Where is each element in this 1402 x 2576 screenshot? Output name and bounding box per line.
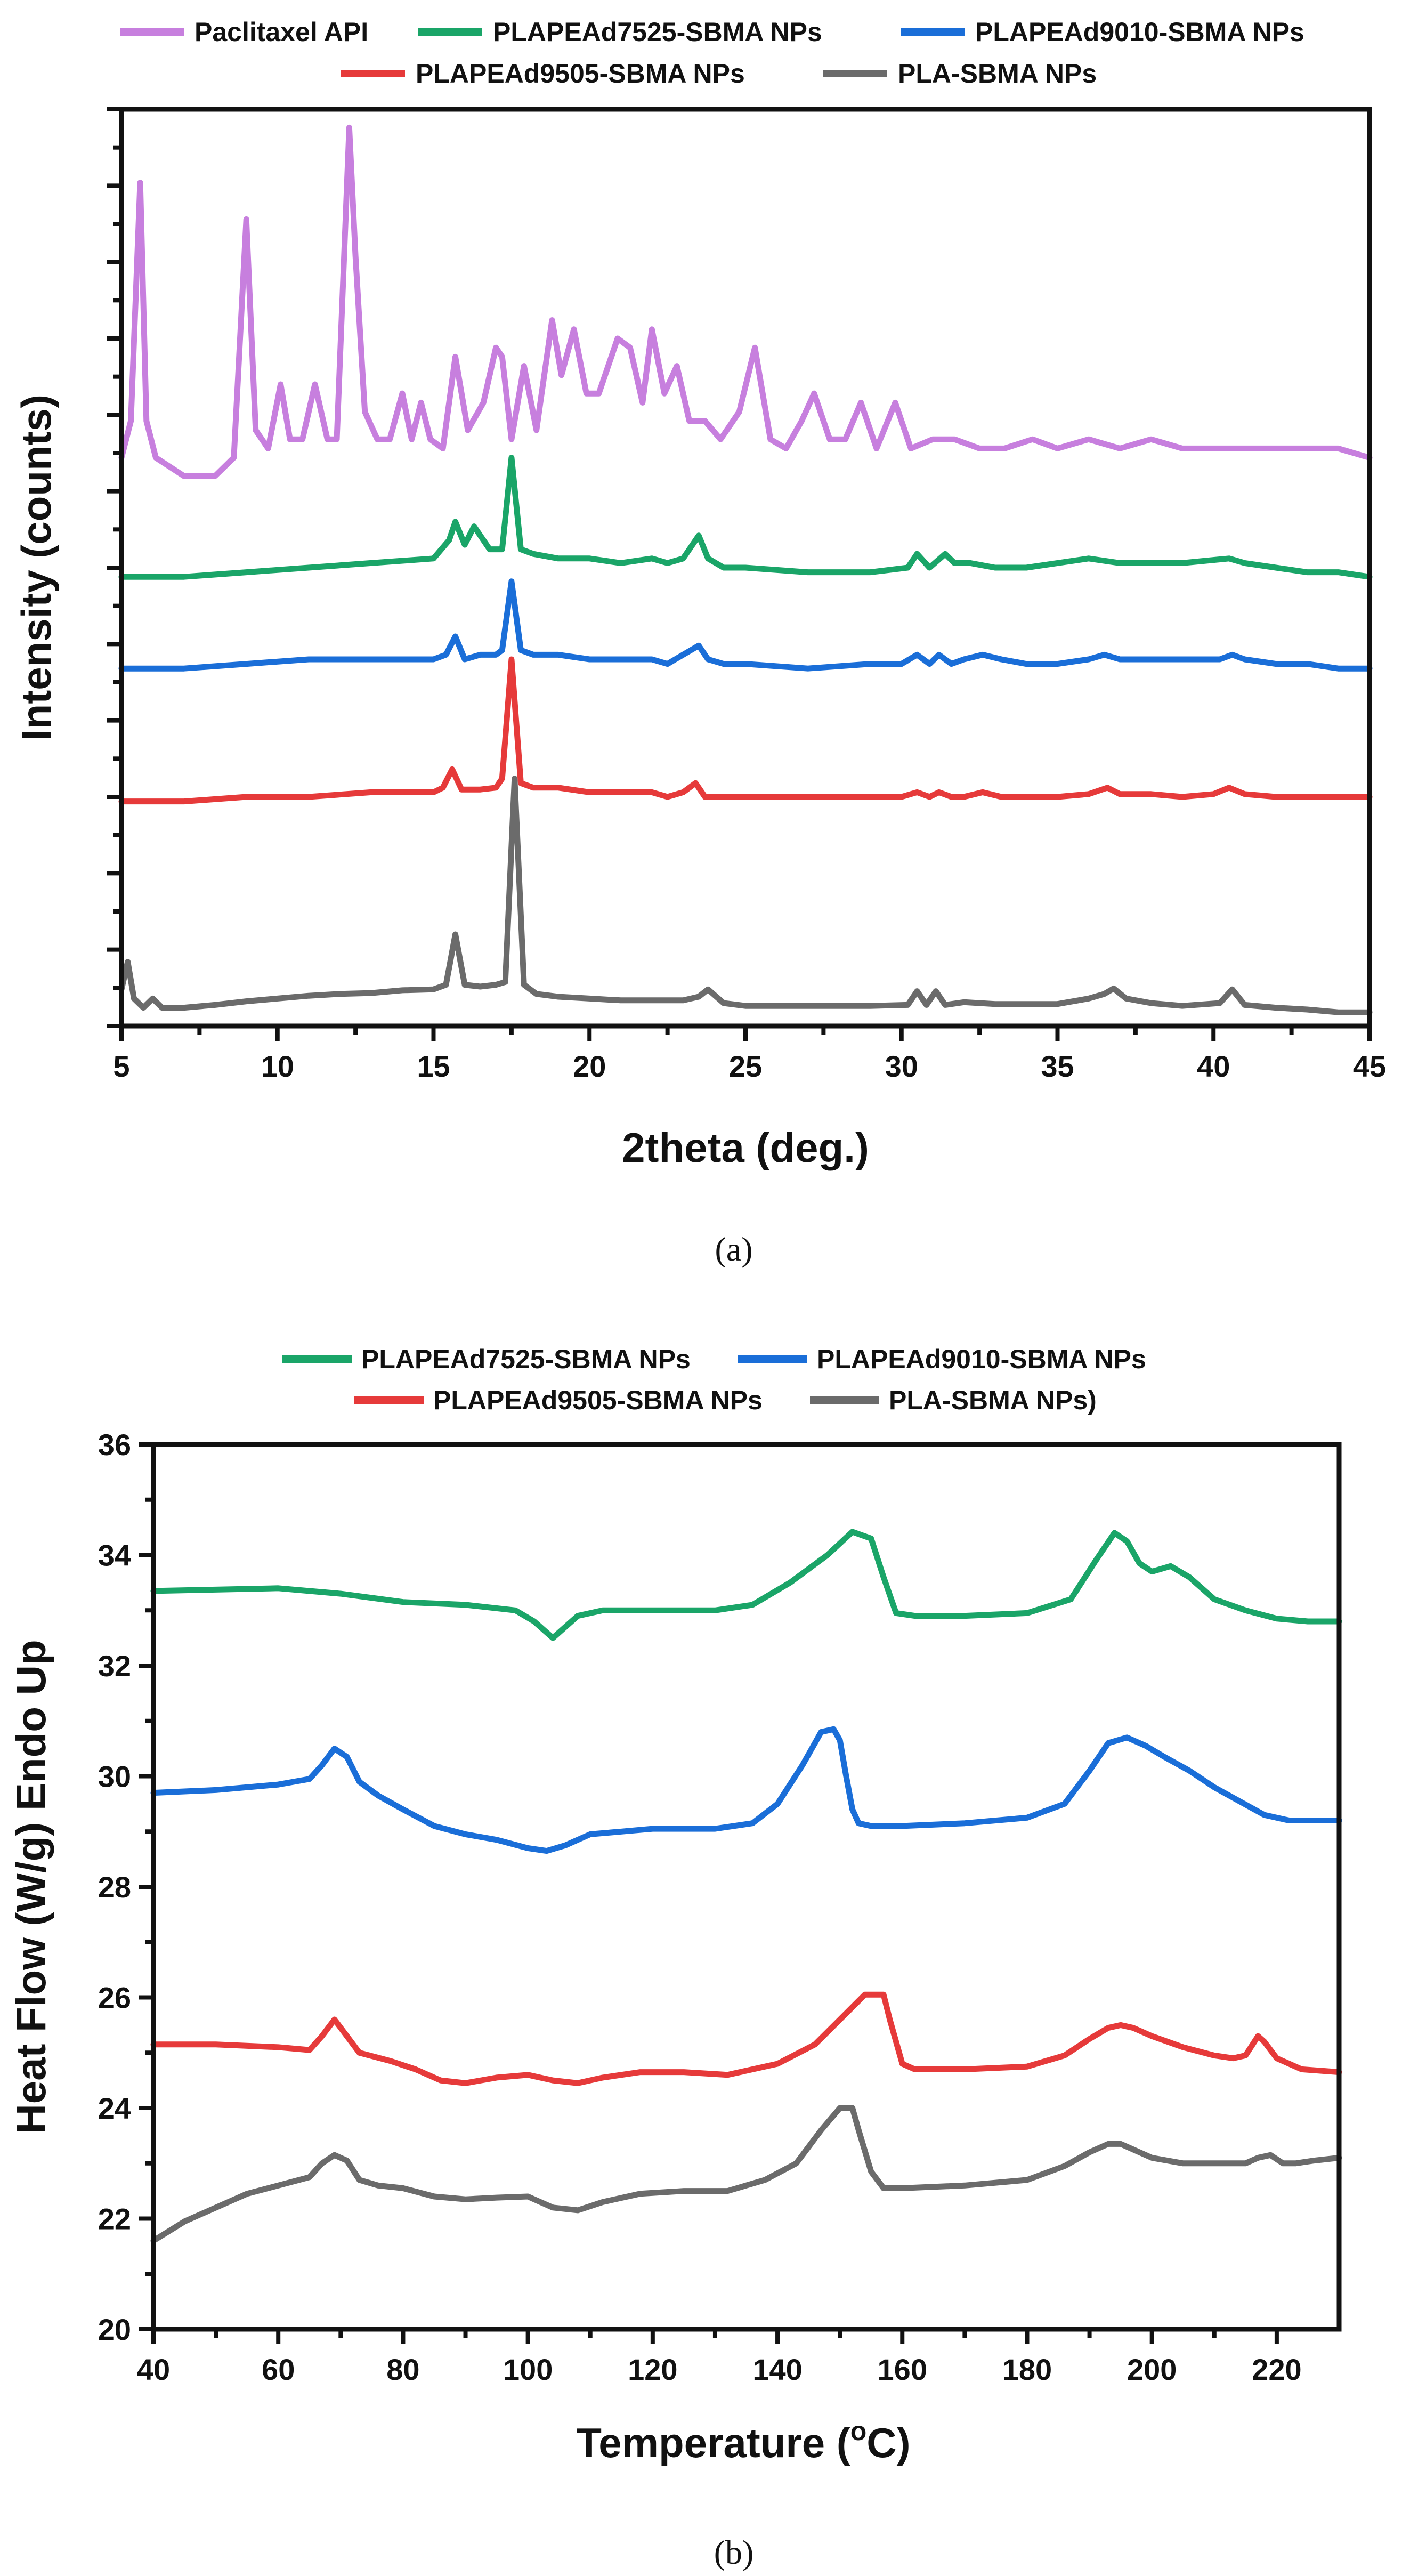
panel-a-x-axis-title: 2theta (deg.)	[622, 1124, 869, 1171]
x-tick-label: 5	[113, 1049, 129, 1083]
y-tick-label: 36	[98, 1428, 131, 1461]
x-tick-label: 60	[262, 2353, 295, 2386]
x-tick-label: 100	[503, 2353, 553, 2386]
legend-label-b-plapeand9010: PLAPEAd9010-SBMA NPs	[817, 1344, 1146, 1374]
x-tick-label: 120	[628, 2353, 677, 2386]
panel-b-x-ticks: 40 60 80 100 120 140 160 180 200 220	[137, 2329, 1302, 2386]
legend-label-pla-sbma: PLA-SBMA NPs	[898, 59, 1097, 88]
x-tick-label: 200	[1127, 2353, 1177, 2386]
series-line-plapead7525-sbma-nps	[118, 455, 1373, 580]
panel-a-label: (a)	[715, 1230, 752, 1268]
legend-label-plapeand7525: PLAPEAd7525-SBMA NPs	[493, 17, 822, 47]
panel-b-x-axis-title-unit: C)	[866, 2419, 910, 2466]
y-tick-label: 28	[98, 1870, 131, 1904]
y-tick-label: 26	[98, 1981, 131, 2015]
x-tick-label: 30	[885, 1049, 918, 1083]
panel-a: Paclitaxel API PLAPEAd7525-SBMA NPs PLAP…	[13, 17, 1386, 1268]
legend-label-b-pla-sbma: PLA-SBMA NPs)	[889, 1385, 1097, 1415]
y-tick-label: 30	[98, 1760, 131, 1794]
x-tick-label: 20	[573, 1049, 606, 1083]
legend-label-b-plapeand9505: PLAPEAd9505-SBMA NPs	[433, 1385, 763, 1415]
panel-b-plot-frame	[151, 1442, 1342, 2332]
legend-label-b-plapeand7525: PLAPEAd7525-SBMA NPs	[361, 1344, 691, 1374]
x-tick-label: 80	[386, 2353, 419, 2386]
x-tick-label: 140	[752, 2353, 802, 2386]
series-line-pla-sbma-nps	[150, 2105, 1342, 2244]
x-tick-label: 220	[1252, 2353, 1301, 2386]
y-tick-label: 32	[98, 1649, 131, 1683]
panel-a-series	[118, 124, 1373, 1015]
panel-a-y-axis-title: Intensity (counts)	[13, 394, 60, 741]
x-tick-label: 35	[1041, 1049, 1074, 1083]
legend-label-paclitaxel-api: Paclitaxel API	[195, 17, 368, 47]
series-line-pla-sbma-nps	[118, 776, 1373, 1015]
series-line-plapead9505-sbma-nps	[118, 656, 1373, 805]
panel-a-legend: Paclitaxel API PLAPEAd7525-SBMA NPs PLAP…	[120, 17, 1304, 88]
panel-b-y-ticks: 20 22 24 26 28 30 32 34 36	[98, 1428, 153, 2346]
legend-label-plapeand9505: PLAPEAd9505-SBMA NPs	[416, 59, 745, 88]
panel-b-label: (b)	[714, 2533, 754, 2571]
panel-b-x-axis-title-main: Temperature (	[576, 2419, 850, 2466]
legend-label-plapeand9010: PLAPEAd9010-SBMA NPs	[975, 17, 1304, 47]
panel-a-y-ticks	[107, 107, 121, 1028]
panel-a-x-ticks: 5 10 15 20 25 30 35 40 45	[113, 1026, 1386, 1083]
panel-b-series	[150, 1529, 1342, 2244]
panel-b-x-axis-title-degree: o	[850, 2416, 867, 2446]
x-tick-label: 15	[417, 1049, 450, 1083]
x-tick-label: 10	[261, 1049, 294, 1083]
series-line-paclitaxel-api	[118, 124, 1373, 479]
x-tick-label: 160	[878, 2353, 927, 2386]
x-tick-label: 45	[1353, 1049, 1386, 1083]
panel-b-y-axis-title: Heat Flow (W/g) Endo Up	[7, 1640, 54, 2134]
series-line-plapead7525-sbma-nps	[150, 1529, 1342, 1641]
panel-b: PLAPEAd7525-SBMA NPs PLAPEAd9010-SBMA NP…	[7, 1344, 1342, 2571]
x-tick-label: 180	[1002, 2353, 1052, 2386]
y-tick-label: 22	[98, 2202, 131, 2236]
y-tick-label: 20	[98, 2313, 131, 2346]
series-line-plapead9505-sbma-nps	[150, 1991, 1342, 2086]
series-line-plapead9010-sbma-nps	[150, 1726, 1342, 1854]
series-line-plapead9010-sbma-nps	[118, 578, 1373, 672]
x-tick-label: 40	[1197, 1049, 1230, 1083]
y-tick-label: 24	[98, 2092, 131, 2125]
panel-b-x-axis-title: Temperature (oC)	[576, 2416, 910, 2466]
x-tick-label: 40	[137, 2353, 170, 2386]
y-tick-label: 34	[98, 1539, 131, 1572]
panel-b-legend: PLAPEAd7525-SBMA NPs PLAPEAd9010-SBMA NP…	[282, 1344, 1146, 1415]
x-tick-label: 25	[729, 1049, 762, 1083]
